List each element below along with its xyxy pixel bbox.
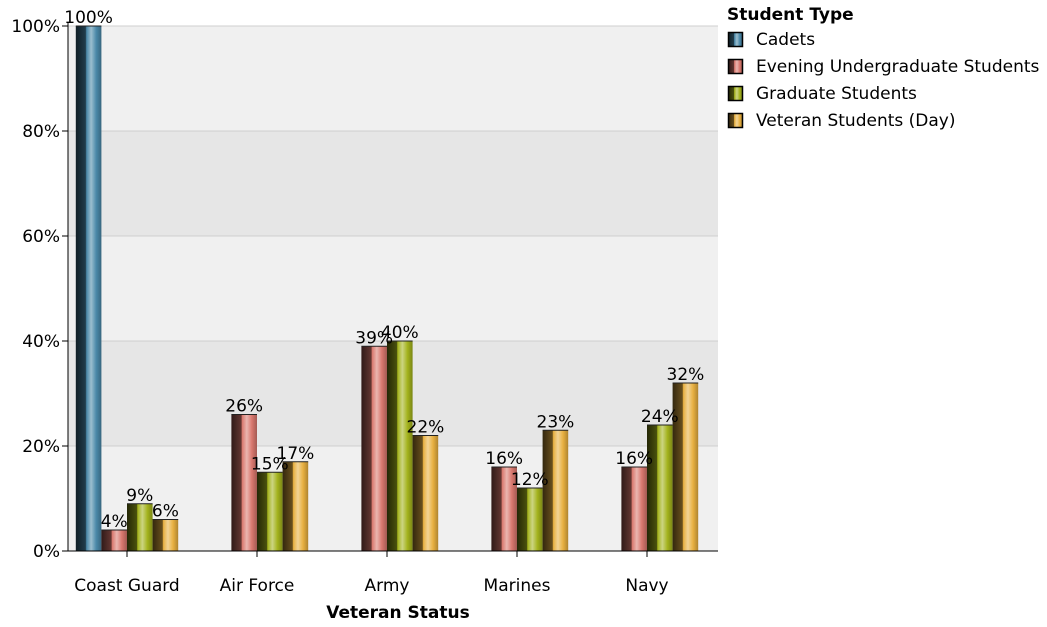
bar [101, 530, 127, 551]
x-tick-label: Air Force [220, 576, 295, 596]
legend-swatch [727, 58, 744, 75]
y-tick-label: 20% [22, 437, 60, 457]
bar [647, 425, 673, 551]
y-tick-label: 0% [33, 542, 60, 562]
bar [542, 430, 569, 551]
legend-swatch [727, 85, 744, 102]
bar [127, 503, 153, 551]
bar [257, 472, 283, 551]
data-label: 12% [511, 470, 549, 490]
data-labels: 100%4%9%6%26%15%17%39%40%22%16%12%23%16%… [64, 8, 704, 532]
data-label: 17% [277, 444, 315, 464]
legend: Student Type Cadets Evening Undergraduate… [727, 5, 1040, 131]
bar [231, 414, 257, 551]
bars [75, 25, 699, 551]
data-label: 9% [126, 486, 153, 506]
x-tick-label: Navy [625, 576, 668, 596]
bar [282, 461, 309, 551]
y-tick-label: 80% [22, 122, 60, 142]
legend-swatch [727, 112, 744, 129]
data-label: 24% [641, 407, 679, 427]
data-label: 6% [152, 502, 179, 522]
x-tick-label: Coast Guard [74, 576, 179, 596]
legend-label: Cadets [756, 30, 815, 50]
data-label: 32% [667, 365, 705, 385]
data-label: 4% [101, 512, 128, 532]
data-label: 23% [537, 412, 575, 432]
data-label: 26% [225, 397, 263, 417]
x-tick-label: Marines [484, 576, 551, 596]
legend-label: Veteran Students (Day) [756, 111, 956, 131]
data-label: 100% [64, 8, 113, 28]
bar [75, 26, 102, 551]
data-label: 39% [355, 328, 393, 348]
bar [152, 519, 179, 551]
legend-title: Student Type [727, 5, 854, 25]
bar [672, 383, 699, 551]
bar [491, 467, 517, 551]
bar [621, 467, 647, 551]
data-label: 15% [251, 454, 289, 474]
data-label: 40% [381, 323, 419, 343]
legend-swatch [727, 31, 744, 48]
bar [412, 435, 439, 551]
plot-band [68, 236, 718, 341]
bar [361, 346, 387, 551]
axes [67, 22, 718, 552]
data-label: 16% [485, 449, 523, 469]
x-axis-title: Veteran Status [326, 603, 469, 623]
plot-band [68, 26, 718, 131]
data-label: 16% [615, 449, 653, 469]
plot-band [68, 131, 718, 236]
y-tick-label: 40% [22, 332, 60, 352]
x-tick-label: Army [365, 576, 410, 596]
bar [387, 341, 413, 551]
x-axis-ticks: Coast Guard Air Force Army Marines Navy [74, 551, 669, 596]
bar [517, 488, 543, 551]
y-tick-label: 100% [11, 17, 60, 37]
y-axis-ticks: 0% 20% 40% 60% 80% 100% [11, 17, 68, 562]
legend-label: Evening Undergraduate Students [756, 57, 1040, 77]
y-tick-label: 60% [22, 227, 60, 247]
data-label: 22% [407, 418, 445, 438]
legend-label: Graduate Students [756, 84, 917, 104]
